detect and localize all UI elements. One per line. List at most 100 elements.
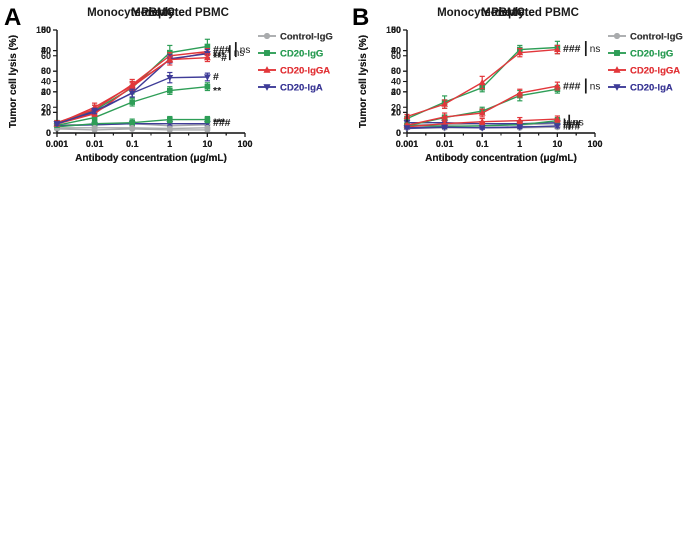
x-tick-label: 0.001: [396, 139, 419, 149]
significance-annotation: ###: [563, 43, 581, 55]
square-marker: [129, 99, 135, 105]
y-tick-label: 40: [41, 77, 51, 87]
x-axis-title: Antibody concentration (μg/mL): [75, 153, 227, 164]
x-tick-label: 0.1: [476, 139, 489, 149]
x-tick-label: 1: [517, 139, 522, 149]
y-tick-label: 0: [46, 128, 51, 138]
legend-label: Control-IgG: [280, 32, 333, 43]
y-axis-title: Tumor cell lysis (%): [8, 35, 19, 128]
legend-label: CD20-IgG: [280, 49, 323, 60]
x-tick-label: 100: [587, 139, 602, 149]
x-tick-label: 0.001: [396, 139, 419, 149]
legend-label: CD20-IgGA: [630, 66, 680, 77]
triangle-down-marker: [204, 74, 211, 81]
legend-item: CD20-IgA: [258, 83, 323, 94]
x-tick-label: 100: [237, 139, 252, 149]
circle-marker: [166, 125, 173, 132]
x-tick-label: 1: [167, 139, 172, 149]
x-tick-label: 10: [552, 139, 562, 149]
circle-marker: [129, 124, 136, 131]
y-tick-label: 30: [41, 66, 51, 76]
series-CD20-IgA: [403, 123, 561, 132]
y-axis-title: Tumor cell lysis (%): [8, 35, 19, 128]
series-CD20-IgG: [404, 84, 561, 129]
axes: [403, 29, 596, 137]
y-axis-title: Tumor cell lysis (%): [358, 35, 369, 128]
bracket-label: ns: [573, 118, 584, 129]
x-tick-label: 1: [167, 139, 172, 149]
series-CD20-IgGA: [403, 44, 561, 120]
significance-annotation: ###: [213, 44, 231, 56]
y-tick-label: 40: [391, 77, 401, 87]
x-axis-title: Antibody concentration (μg/mL): [425, 153, 577, 164]
circle-marker: [91, 124, 98, 131]
x-tick-label: 0.01: [86, 139, 104, 149]
x-tick-label: 1: [517, 139, 522, 149]
triangle-up-marker: [613, 66, 621, 73]
legend-item: Control-IgG: [608, 32, 683, 43]
x-tick-label: 10: [552, 139, 562, 149]
circle-marker: [264, 33, 270, 39]
x-tick-label: 0.001: [46, 139, 69, 149]
legend-label: CD20-IgGA: [630, 66, 680, 77]
y-tick-label: 50: [41, 25, 51, 35]
square-marker: [204, 116, 211, 123]
y-tick-label: 60: [391, 51, 401, 61]
triangle-down-marker: [554, 123, 561, 130]
bracket-label: ns: [240, 45, 251, 56]
chart-title: Monocyte-depleted PBMC: [437, 7, 579, 19]
y-tick-label: 20: [41, 102, 51, 112]
legend-label: CD20-IgG: [280, 49, 323, 60]
y-tick-label: 0: [46, 128, 51, 138]
circle-marker: [204, 124, 211, 131]
y-tick-label: 0: [46, 128, 51, 138]
legend: Control-IgG CD20-IgG CD20-IgGA CD20-IgA: [258, 32, 333, 94]
x-tick-label: 0.01: [86, 139, 104, 149]
triangle-up-marker: [516, 89, 524, 96]
triangle-up-marker: [554, 115, 561, 122]
legend-label: CD20-IgA: [280, 83, 323, 94]
y-tick-label: 40: [391, 46, 401, 56]
triangle-down-marker: [53, 121, 61, 128]
y-tick-label: 100: [386, 25, 401, 35]
series-CD20-IgGA: [403, 81, 561, 128]
x-tick-label: 1: [167, 139, 172, 149]
x-tick-label: 10: [552, 139, 562, 149]
square-marker: [167, 87, 173, 94]
triangle-down-marker: [91, 108, 98, 115]
legend-label: CD20-IgA: [280, 83, 323, 94]
legend-label: CD20-IgA: [630, 83, 673, 94]
triangle-up-marker: [478, 118, 486, 125]
circle-marker: [614, 33, 620, 39]
y-tick-label: 20: [41, 87, 51, 97]
panel-a-label: A: [4, 4, 22, 31]
y-tick-label: 80: [41, 46, 51, 56]
x-tick-label: 0.01: [436, 139, 454, 149]
y-tick-label: 20: [41, 107, 51, 117]
x-tick-label: 10: [202, 139, 212, 149]
triangle-up-marker: [478, 109, 486, 116]
y-axis-title: Tumor cell lysis (%): [358, 35, 369, 128]
legend-label: CD20-IgA: [630, 83, 673, 94]
legend-label: CD20-IgA: [630, 83, 673, 94]
x-tick-label: 100: [237, 139, 252, 149]
y-tick-label: 80: [41, 25, 51, 35]
legend-label: CD20-IgG: [280, 49, 323, 60]
significance-annotation: I: [563, 117, 566, 129]
significance-annotation: #: [213, 71, 219, 83]
x-tick-label: 0.01: [436, 139, 454, 149]
legend-label: Control-IgG: [280, 32, 333, 43]
x-tick-label: 0.001: [396, 139, 419, 149]
bracket-label: ns: [234, 48, 245, 59]
x-tick-label: 0.001: [46, 139, 69, 149]
y-tick-label: 10: [391, 107, 401, 117]
significance-annotation: ###: [563, 120, 581, 132]
y-tick-label: 40: [41, 46, 51, 56]
legend-label: CD20-IgG: [630, 49, 673, 60]
triangle-up-marker: [166, 56, 174, 63]
x-tick-label: 0.001: [46, 139, 69, 149]
legend-label: Control-IgG: [630, 32, 683, 43]
series-line: [406, 85, 558, 126]
